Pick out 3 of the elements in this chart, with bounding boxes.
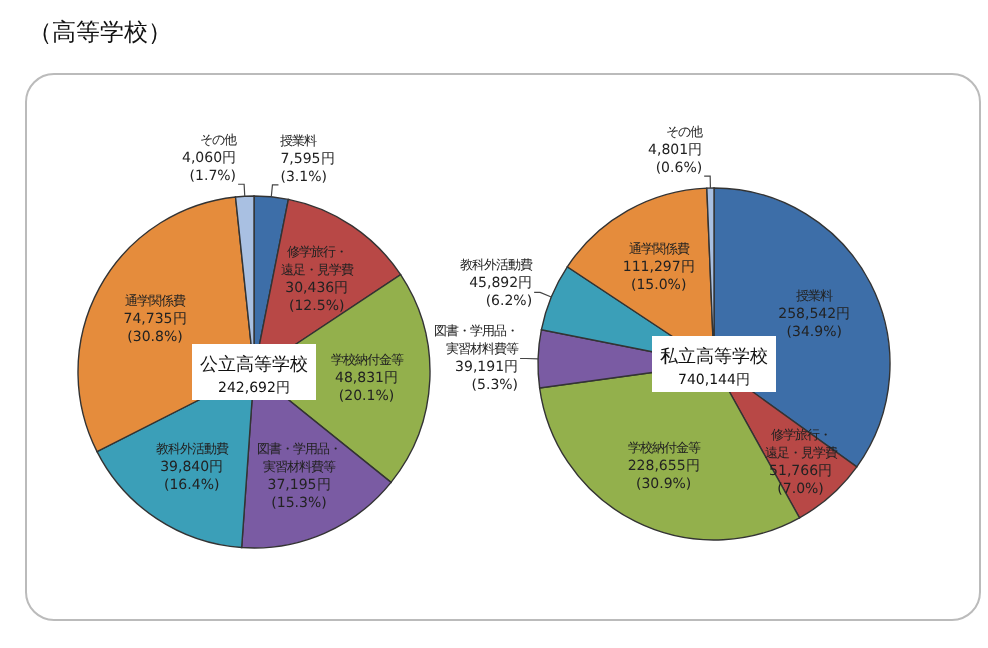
text: 公立高等学校 xyxy=(200,354,308,376)
text: 私立高等学校 xyxy=(660,346,768,368)
text: （高等学校） xyxy=(28,18,172,46)
